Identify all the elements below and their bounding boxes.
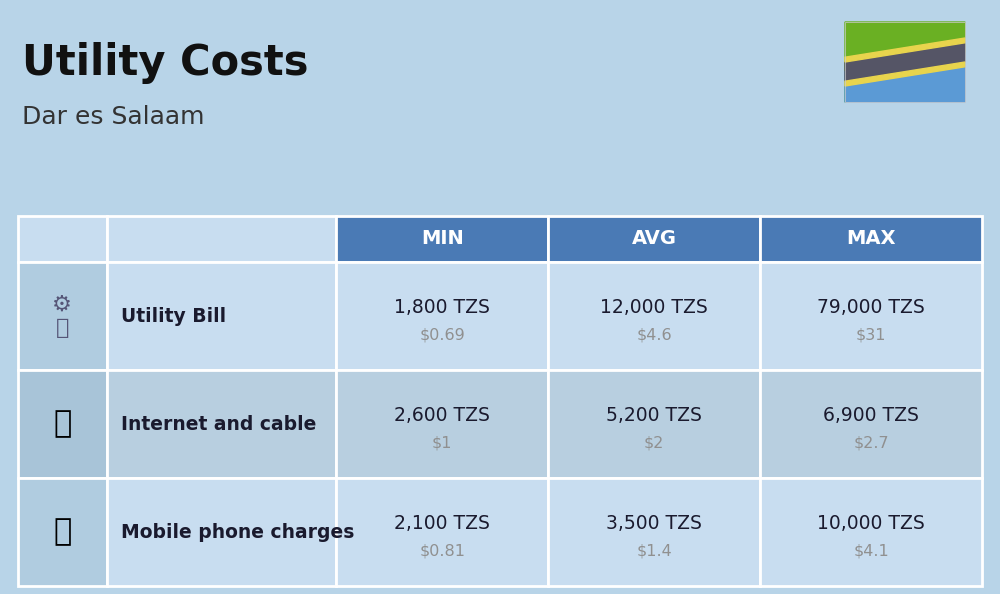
Text: $31: $31 [856,328,886,343]
Polygon shape [845,43,965,81]
Text: AVG: AVG [632,229,677,248]
Text: 2,100 TZS: 2,100 TZS [394,514,490,533]
Text: 2,600 TZS: 2,600 TZS [394,406,490,425]
Text: 5,200 TZS: 5,200 TZS [606,406,702,425]
Text: 79,000 TZS: 79,000 TZS [817,298,925,317]
Bar [336,478,548,586]
Text: 3,500 TZS: 3,500 TZS [606,514,702,533]
Text: 📱: 📱 [53,517,71,546]
Text: ⚙
🔌: ⚙ 🔌 [52,295,72,337]
Text: MAX: MAX [846,229,896,248]
Text: $1: $1 [432,436,452,451]
Polygon shape [845,62,965,86]
Text: $0.69: $0.69 [419,328,465,343]
Polygon shape [845,38,965,62]
Bar [18,478,107,586]
Bar [548,262,760,370]
Bar [107,370,336,478]
Text: 6,900 TZS: 6,900 TZS [823,406,919,425]
Polygon shape [845,22,965,102]
Text: 10,000 TZS: 10,000 TZS [817,514,925,533]
Text: Dar es Salaam: Dar es Salaam [22,105,205,129]
Bar [760,370,982,478]
Text: MIN: MIN [421,229,464,248]
Bar [760,478,982,586]
Bar [336,370,548,478]
Bar [760,262,982,370]
Bar [760,216,982,262]
Text: Mobile phone charges: Mobile phone charges [121,523,354,542]
Bar [548,478,760,586]
Bar [18,216,107,262]
Bar [18,262,107,370]
Bar [107,262,336,370]
Bar [107,216,336,262]
Text: 12,000 TZS: 12,000 TZS [600,298,708,317]
Bar [336,262,548,370]
Bar [336,216,548,262]
Text: $4.6: $4.6 [636,328,672,343]
Text: 1,800 TZS: 1,800 TZS [394,298,490,317]
Text: 📡: 📡 [53,409,71,438]
Bar [107,478,336,586]
Polygon shape [845,52,965,102]
Text: $2: $2 [644,436,664,451]
Text: Utility Costs: Utility Costs [22,42,308,84]
Text: Internet and cable: Internet and cable [121,415,316,434]
Bar [548,370,760,478]
Text: Utility Bill: Utility Bill [121,307,226,326]
Text: $1.4: $1.4 [636,544,672,559]
Text: $2.7: $2.7 [853,436,889,451]
Text: $0.81: $0.81 [419,544,465,559]
Bar [18,370,107,478]
Text: $4.1: $4.1 [853,544,889,559]
Bar [548,216,760,262]
